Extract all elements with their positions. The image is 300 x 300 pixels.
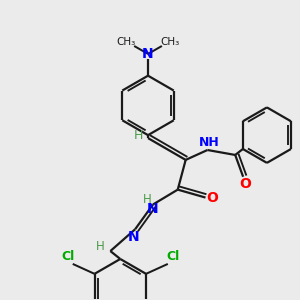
Text: H: H xyxy=(96,240,105,253)
Text: CH₃: CH₃ xyxy=(117,37,136,47)
Text: O: O xyxy=(206,190,218,205)
Text: N: N xyxy=(127,230,139,244)
Text: H: H xyxy=(134,129,143,142)
Text: N: N xyxy=(147,202,159,216)
Text: H: H xyxy=(143,193,152,206)
Text: N: N xyxy=(142,47,154,61)
Text: NH: NH xyxy=(199,136,220,148)
Text: Cl: Cl xyxy=(166,250,179,262)
Text: O: O xyxy=(239,177,251,191)
Text: Cl: Cl xyxy=(61,250,74,262)
Text: CH₃: CH₃ xyxy=(160,37,179,47)
